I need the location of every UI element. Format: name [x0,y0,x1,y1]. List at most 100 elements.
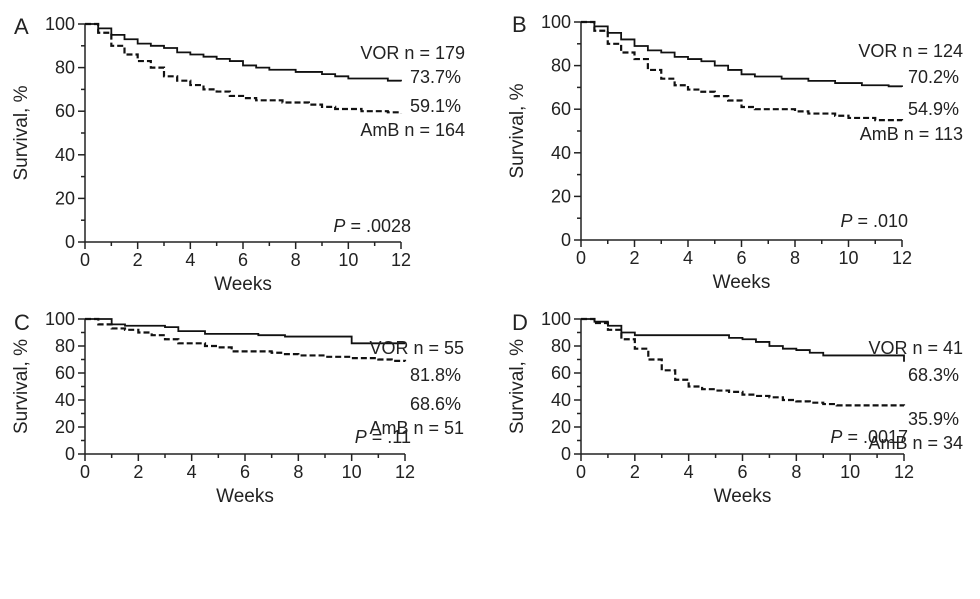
y-tick-label: 20 [55,417,75,437]
y-tick-label: 60 [55,363,75,383]
vor-group-label: VOR n = 55 [369,338,464,358]
panel-a: A 0 2 4 6 8 10 12 0 20 40 60 80 100 Weeks Survival, % VO… [11,14,465,295]
x-tick-label: 12 [892,248,912,268]
y-tick-label: 20 [551,186,571,206]
amb-survival-curve [581,317,906,407]
x-tick-label: 2 [629,248,639,268]
p-number: = .010 [852,211,908,231]
panel-letter: A [14,14,29,39]
amb-group-label: AmB n = 51 [369,418,464,438]
vor-survival-curve [581,21,903,88]
panel-c: C 0 2 4 6 8 10 12 0 20 40 60 80 100 Weeks Survival, % VO… [11,309,464,507]
panel-letter: C [14,310,30,335]
y-tick-label: 20 [551,417,571,437]
x-axis-title: Weeks [714,486,772,507]
vor-end-value: 81.8% [410,365,461,385]
p-number: = .11 [367,427,411,447]
p-number: = .0028 [345,216,411,236]
p-symbol: P [355,427,367,447]
p-value: P = .010 [840,211,908,231]
y-tick-label: 80 [551,336,571,356]
vor-end-value: 68.3% [908,365,959,385]
y-axis-title: Survival, % [11,339,32,434]
y-tick-label: 100 [541,12,571,32]
amb-end-value: 59.1% [410,96,461,116]
vor-survival-curve [85,23,402,82]
x-tick-label: 12 [395,462,415,482]
p-value: P = .0028 [333,216,411,236]
y-tick-label: 40 [551,390,571,410]
vor-group-label: VOR n = 124 [858,41,963,61]
panel-letter: B [512,12,527,37]
p-symbol: P [840,211,852,231]
vor-survival-curve [581,318,905,362]
x-tick-label: 2 [630,462,640,482]
panel-d: D 0 2 4 6 8 10 12 0 20 40 60 80 100 Weeks Survival, % VO… [507,309,963,507]
panel-b: B 0 2 4 6 8 10 12 0 20 40 60 80 100 Weeks Survival, % VO… [507,12,963,293]
x-tick-label: 8 [791,462,801,482]
x-axis-title: Weeks [214,274,272,295]
x-tick-label: 6 [240,462,250,482]
p-symbol: P [830,427,842,447]
p-value: P = .0017 [830,427,908,447]
x-tick-label: 2 [133,250,143,270]
y-tick-label: 60 [55,101,75,121]
y-tick-label: 100 [45,14,75,34]
x-tick-label: 4 [683,248,693,268]
x-tick-label: 6 [737,462,747,482]
amb-survival-curve [85,317,407,362]
y-tick-label: 40 [55,145,75,165]
y-tick-label: 20 [55,188,75,208]
x-tick-label: 0 [80,250,90,270]
x-tick-label: 8 [790,248,800,268]
x-tick-label: 4 [185,250,195,270]
p-symbol: P [333,216,345,236]
x-tick-label: 10 [338,250,358,270]
x-tick-label: 0 [576,462,586,482]
vor-end-value: 73.7% [410,67,461,87]
x-tick-label: 6 [238,250,248,270]
x-tick-label: 6 [736,248,746,268]
x-tick-label: 10 [840,462,860,482]
y-tick-label: 40 [55,390,75,410]
x-tick-label: 12 [894,462,914,482]
x-tick-label: 4 [187,462,197,482]
amb-group-label: AmB n = 34 [868,433,963,453]
vor-survival-curve [85,318,406,345]
amb-group-label: AmB n = 164 [360,120,465,140]
x-axis-title: Weeks [713,272,771,293]
amb-survival-curve [581,20,904,122]
y-tick-label: 0 [561,444,571,464]
p-value: P = .11 [355,427,411,447]
y-tick-label: 60 [551,99,571,119]
amb-end-value: 54.9% [908,99,959,119]
y-tick-label: 60 [551,363,571,383]
y-tick-label: 100 [45,309,75,329]
x-tick-label: 0 [576,248,586,268]
x-tick-label: 12 [391,250,411,270]
x-tick-label: 8 [293,462,303,482]
x-tick-label: 4 [684,462,694,482]
x-tick-label: 0 [80,462,90,482]
vor-group-label: VOR n = 41 [868,338,963,358]
x-tick-label: 8 [291,250,301,270]
x-axis-title: Weeks [216,486,274,507]
y-tick-label: 40 [551,143,571,163]
x-tick-label: 2 [133,462,143,482]
y-tick-label: 80 [551,56,571,76]
y-tick-label: 80 [55,336,75,356]
y-tick-label: 80 [55,58,75,78]
y-axis-title: Survival, % [11,85,32,180]
y-axis-title: Survival, % [507,339,528,434]
amb-end-value: 68.6% [410,394,461,414]
y-tick-label: 0 [65,444,75,464]
amb-group-label: AmB n = 113 [860,124,963,144]
y-tick-label: 0 [561,230,571,250]
x-tick-label: 10 [838,248,858,268]
y-tick-label: 100 [541,309,571,329]
p-number: = .0017 [842,427,908,447]
amb-end-value: 35.9% [908,409,959,429]
x-tick-label: 10 [342,462,362,482]
amb-survival-curve [85,22,403,114]
y-tick-label: 0 [65,232,75,252]
